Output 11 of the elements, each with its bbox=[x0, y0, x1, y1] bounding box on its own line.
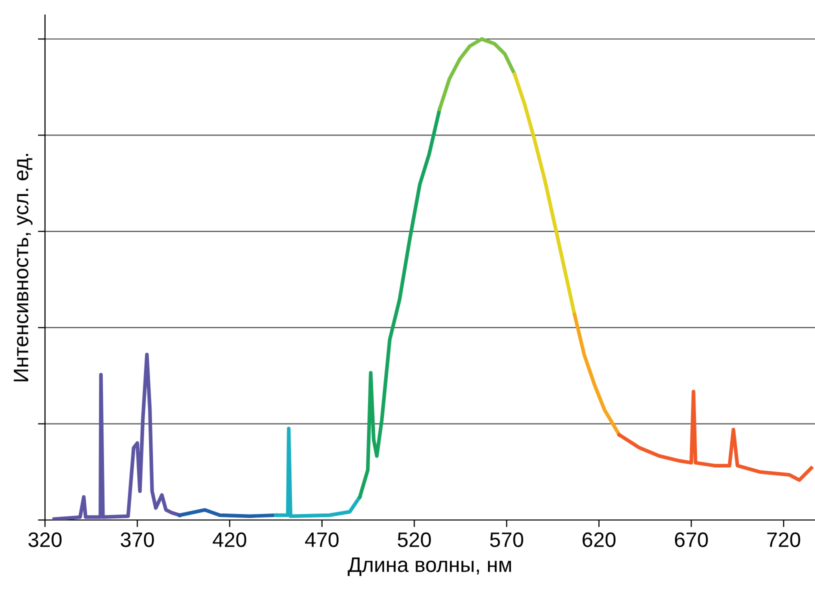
x-tick-label: 620 bbox=[582, 532, 616, 548]
x-tick-label: 570 bbox=[490, 532, 524, 548]
x-tick-label: 370 bbox=[120, 532, 154, 548]
x-axis-title: Длина волны, нм bbox=[348, 558, 511, 576]
x-tick-label: 320 bbox=[28, 532, 62, 548]
x-tick-label: 670 bbox=[674, 532, 708, 548]
x-tick-label: 420 bbox=[212, 532, 246, 548]
y-axis-title: Интенсивность, усл. ед. bbox=[14, 154, 32, 382]
x-tick-label: 520 bbox=[398, 532, 431, 548]
x-tick-label: 470 bbox=[305, 532, 339, 548]
x-tick-label: 720 bbox=[767, 532, 800, 548]
